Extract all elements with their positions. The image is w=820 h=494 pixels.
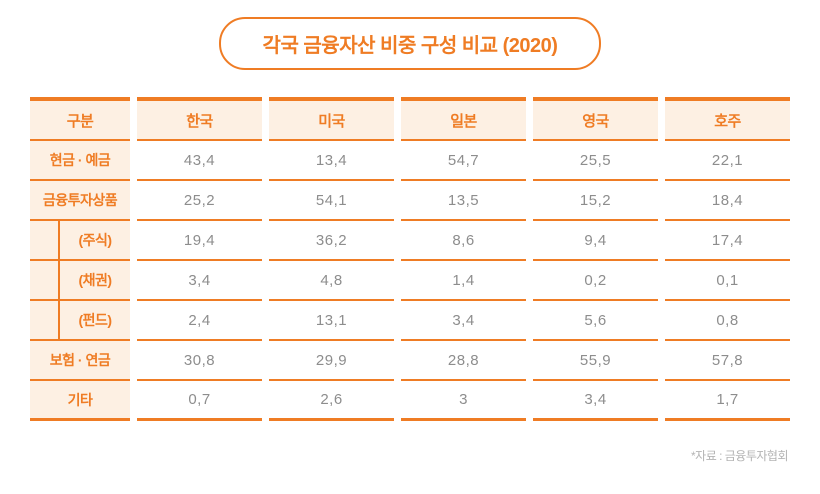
value-cell: 13,1 [269,301,394,341]
value-cell: 0,8 [665,301,790,341]
value-cell: 54,7 [401,141,526,181]
value-cell: 0,7 [137,381,262,421]
row-label-text: (채권) [78,272,112,288]
country-header-cell: 영국 [533,97,658,141]
row-label: 보험 · 연금 [30,341,130,381]
row-label: (채권) [30,261,130,301]
value-cell: 1,7 [665,381,790,421]
row-label: (주식) [30,221,130,261]
row-label: 현금 · 예금 [30,141,130,181]
indent-divider [30,301,60,339]
value-cell: 29,9 [269,341,394,381]
value-cell: 3,4 [533,381,658,421]
value-cell: 17,4 [665,221,790,261]
value-cell: 0,2 [533,261,658,301]
corner-header-cell: 구분 [30,97,130,141]
value-cell: 5,6 [533,301,658,341]
value-cell: 19,4 [137,221,262,261]
value-cell: 36,2 [269,221,394,261]
row-label: (펀드) [30,301,130,341]
country-header-cell: 한국 [137,97,262,141]
value-cell: 54,1 [269,181,394,221]
value-cell: 55,9 [533,341,658,381]
value-cell: 57,8 [665,341,790,381]
value-cell: 2,6 [269,381,394,421]
row-label-text: (펀드) [78,312,112,328]
value-cell: 18,4 [665,181,790,221]
value-cell: 25,5 [533,141,658,181]
value-cell: 15,2 [533,181,658,221]
row-label: 기타 [30,381,130,421]
value-cell: 43,4 [137,141,262,181]
indent-divider [30,261,60,299]
source-note: *자료 : 금융투자협회 [691,449,789,463]
indent-divider [30,221,60,259]
title-area: 각국 금융자산 비중 구성 비교 (2020) [0,17,820,70]
value-cell: 2,4 [137,301,262,341]
value-cell: 0,1 [665,261,790,301]
value-cell: 28,8 [401,341,526,381]
page-title: 각국 금융자산 비중 구성 비교 (2020) [262,35,558,57]
value-cell: 22,1 [665,141,790,181]
row-label: 금융투자상품 [30,181,130,221]
value-cell: 1,4 [401,261,526,301]
value-cell: 25,2 [137,181,262,221]
value-cell: 3,4 [137,261,262,301]
country-header-cell: 일본 [401,97,526,141]
value-cell: 3,4 [401,301,526,341]
value-cell: 13,4 [269,141,394,181]
row-label-text: (주식) [78,232,112,248]
value-cell: 4,8 [269,261,394,301]
value-cell: 3 [401,381,526,421]
value-cell: 8,6 [401,221,526,261]
country-header-cell: 호주 [665,97,790,141]
value-cell: 9,4 [533,221,658,261]
value-cell: 13,5 [401,181,526,221]
title-box: 각국 금융자산 비중 구성 비교 (2020) [218,17,602,70]
country-header-cell: 미국 [269,97,394,141]
value-cell: 30,8 [137,341,262,381]
